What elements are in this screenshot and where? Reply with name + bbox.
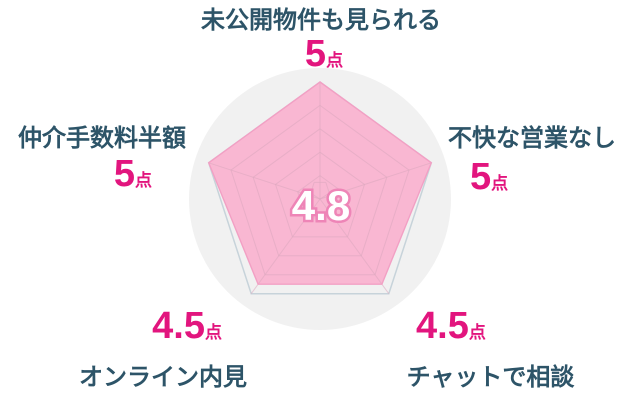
svg-text:4.8: 4.8 [292,182,350,229]
